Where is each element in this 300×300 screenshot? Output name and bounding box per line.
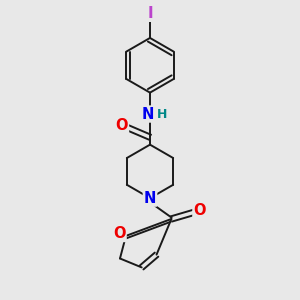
Text: N: N <box>144 191 156 206</box>
Text: I: I <box>147 6 153 21</box>
Text: N: N <box>141 106 154 122</box>
Text: O: O <box>194 203 206 218</box>
Text: H: H <box>157 107 168 121</box>
Text: O: O <box>116 118 128 134</box>
Text: O: O <box>113 226 126 241</box>
